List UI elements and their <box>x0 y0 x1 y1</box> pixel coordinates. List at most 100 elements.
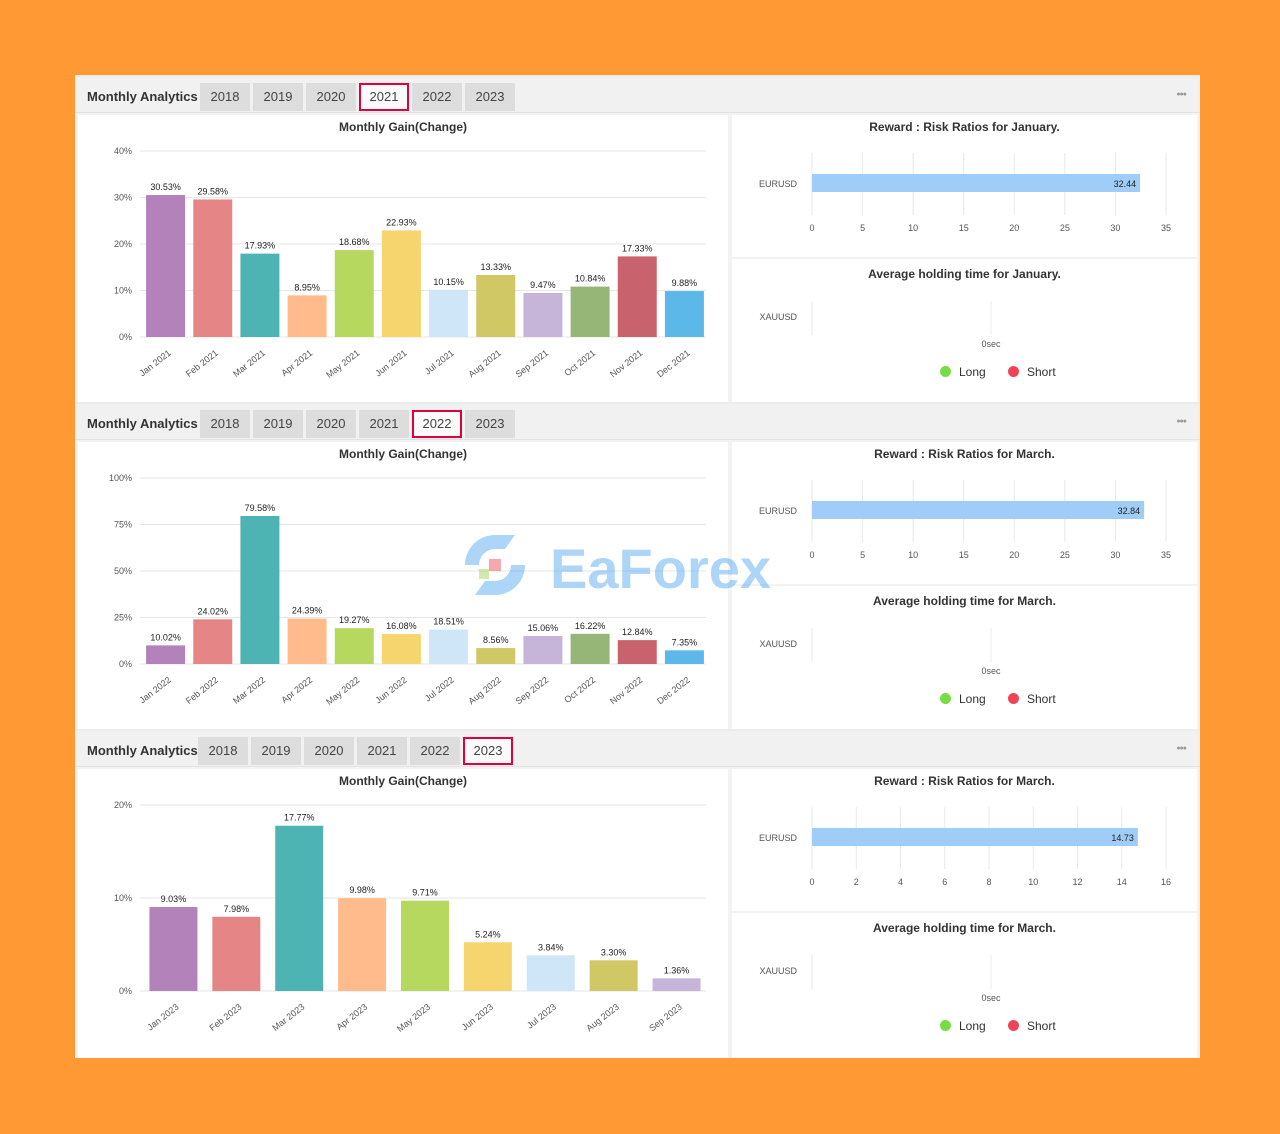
bar-apr-2023[interactable] <box>338 898 387 991</box>
more-options-icon[interactable]: ●●● <box>1176 745 1187 752</box>
risk-ratio-bar[interactable] <box>812 828 1138 846</box>
year-tab-2018[interactable]: 2018 <box>200 410 250 438</box>
reward-risk-card: Reward : Risk Ratios for March. 0 2 4 6 8 10 12… <box>732 769 1197 911</box>
x-tick-label: Jun 2021 <box>373 348 408 379</box>
year-tab-2023[interactable]: 2023 <box>465 410 515 438</box>
bar-feb-2022[interactable] <box>193 619 233 664</box>
x-tick-label: May 2023 <box>395 1002 432 1034</box>
bar-jun-2021[interactable] <box>381 230 421 337</box>
analytics-panel-2022: Monthly Analytics 2018 2019 2020 2021 2022 202… <box>75 404 1200 729</box>
bar-data-label: 22.93% <box>386 217 417 227</box>
bar-aug-2022[interactable] <box>476 648 516 664</box>
bar-data-label: 7.98% <box>224 904 250 914</box>
y-tick-label: 75% <box>114 520 132 530</box>
legend-item-long[interactable]: Long <box>940 692 986 706</box>
bar-jun-2022[interactable] <box>381 634 421 664</box>
bar-data-label: 15.06% <box>528 623 559 633</box>
year-tab-2018[interactable]: 2018 <box>198 737 248 765</box>
year-tab-2021[interactable]: 2021 <box>357 737 407 765</box>
bar-jul-2021[interactable] <box>429 289 469 337</box>
bar-may-2022[interactable] <box>334 628 374 664</box>
bar-data-label: 13.33% <box>480 262 511 272</box>
bar-mar-2021[interactable] <box>240 253 280 337</box>
monthly-gain-chart-card: Monthly Gain(Change) 0% 10% 20% 9.03% Jan 202… <box>78 769 728 1058</box>
bar-mar-2022[interactable] <box>240 515 280 664</box>
legend-item-short[interactable]: Short <box>1008 1019 1056 1033</box>
bar-apr-2022[interactable] <box>287 618 327 664</box>
reward-risk-card: Reward : Risk Ratios for January. 0 5 10 15 2… <box>732 115 1197 257</box>
holding-tick-label: 0sec <box>981 666 1001 676</box>
bar-data-label: 9.03% <box>161 894 187 904</box>
bar-oct-2021[interactable] <box>570 286 610 337</box>
bar-sep-2021[interactable] <box>523 292 563 337</box>
year-tab-2020[interactable]: 2020 <box>306 83 356 111</box>
risk-x-tick-label: 8 <box>986 877 991 887</box>
legend-item-long[interactable]: Long <box>940 1019 986 1033</box>
x-tick-label: Apr 2021 <box>279 348 314 378</box>
risk-ratio-bar[interactable] <box>812 174 1141 192</box>
x-tick-label: Mar 2023 <box>270 1002 306 1033</box>
legend-item-short[interactable]: Short <box>1008 692 1056 706</box>
more-options-icon[interactable]: ●●● <box>1176 418 1187 425</box>
year-tab-2021[interactable]: 2021 <box>359 410 409 438</box>
bar-apr-2021[interactable] <box>287 295 327 337</box>
bar-jul-2023[interactable] <box>526 955 575 991</box>
bar-feb-2021[interactable] <box>193 199 233 337</box>
year-tab-2018[interactable]: 2018 <box>200 83 250 111</box>
bar-may-2023[interactable] <box>401 900 449 991</box>
bar-dec-2021[interactable] <box>664 291 704 337</box>
more-options-icon[interactable]: ●●● <box>1176 91 1187 98</box>
bar-mar-2023[interactable] <box>275 825 324 991</box>
bar-data-label: 12.84% <box>622 627 653 637</box>
bar-data-label: 10.15% <box>433 277 464 287</box>
x-tick-label: Aug 2023 <box>584 1002 621 1034</box>
bar-feb-2023[interactable] <box>212 916 261 991</box>
bar-jan-2021[interactable] <box>146 195 186 337</box>
bar-sep-2022[interactable] <box>523 635 563 664</box>
bar-jan-2023[interactable] <box>149 907 198 991</box>
year-tab-2023[interactable]: 2023 <box>463 737 513 765</box>
x-tick-label: Oct 2022 <box>562 675 597 705</box>
bar-aug-2023[interactable] <box>589 960 638 991</box>
year-tab-2019[interactable]: 2019 <box>253 410 303 438</box>
legend-label: Short <box>1027 1019 1056 1033</box>
year-tab-2019[interactable]: 2019 <box>251 737 301 765</box>
risk-x-tick-label: 6 <box>942 877 947 887</box>
bar-sep-2023[interactable] <box>652 978 701 991</box>
year-tab-2022[interactable]: 2022 <box>412 410 462 438</box>
legend-long-dot-icon <box>940 693 951 704</box>
x-tick-label: May 2021 <box>324 348 361 380</box>
holding-legend: Long Short <box>732 1019 1197 1035</box>
x-tick-label: Nov 2021 <box>608 348 645 380</box>
x-tick-label: Aug 2022 <box>466 675 503 707</box>
holding-time-chart: XAUUSD 0sec <box>759 628 1001 676</box>
bar-data-label: 8.56% <box>483 635 509 645</box>
year-tab-2021[interactable]: 2021 <box>359 83 409 111</box>
year-tab-2020[interactable]: 2020 <box>306 410 356 438</box>
year-tab-2019[interactable]: 2019 <box>253 83 303 111</box>
bar-data-label: 9.71% <box>412 888 438 898</box>
bar-jun-2023[interactable] <box>463 942 512 991</box>
year-tab-2022[interactable]: 2022 <box>412 83 462 111</box>
bar-data-label: 17.33% <box>622 243 653 253</box>
year-tab-2022[interactable]: 2022 <box>410 737 460 765</box>
bar-nov-2022[interactable] <box>617 640 657 664</box>
reward-risk-bar-chart: 0 5 10 15 20 25 30 35 EURUSD 32.44 <box>759 153 1171 233</box>
bar-may-2021[interactable] <box>334 250 374 337</box>
risk-ratio-bar[interactable] <box>812 501 1145 519</box>
bar-jul-2022[interactable] <box>429 629 469 664</box>
legend-item-long[interactable]: Long <box>940 365 986 379</box>
bar-data-label: 9.88% <box>672 278 698 288</box>
year-tab-2023[interactable]: 2023 <box>465 83 515 111</box>
legend-label: Long <box>959 692 986 706</box>
bar-oct-2022[interactable] <box>570 633 610 664</box>
bar-nov-2021[interactable] <box>617 256 657 337</box>
bar-jan-2022[interactable] <box>146 645 186 664</box>
legend-item-short[interactable]: Short <box>1008 365 1056 379</box>
year-tab-2020[interactable]: 2020 <box>304 737 354 765</box>
risk-x-tick-label: 15 <box>959 550 969 560</box>
analytics-panel-2021: Monthly Analytics 2018 2019 2020 2021 2022 202… <box>75 77 1200 402</box>
bar-dec-2022[interactable] <box>664 650 704 664</box>
bar-aug-2021[interactable] <box>476 275 516 337</box>
x-tick-label: Jun 2023 <box>460 1002 495 1033</box>
